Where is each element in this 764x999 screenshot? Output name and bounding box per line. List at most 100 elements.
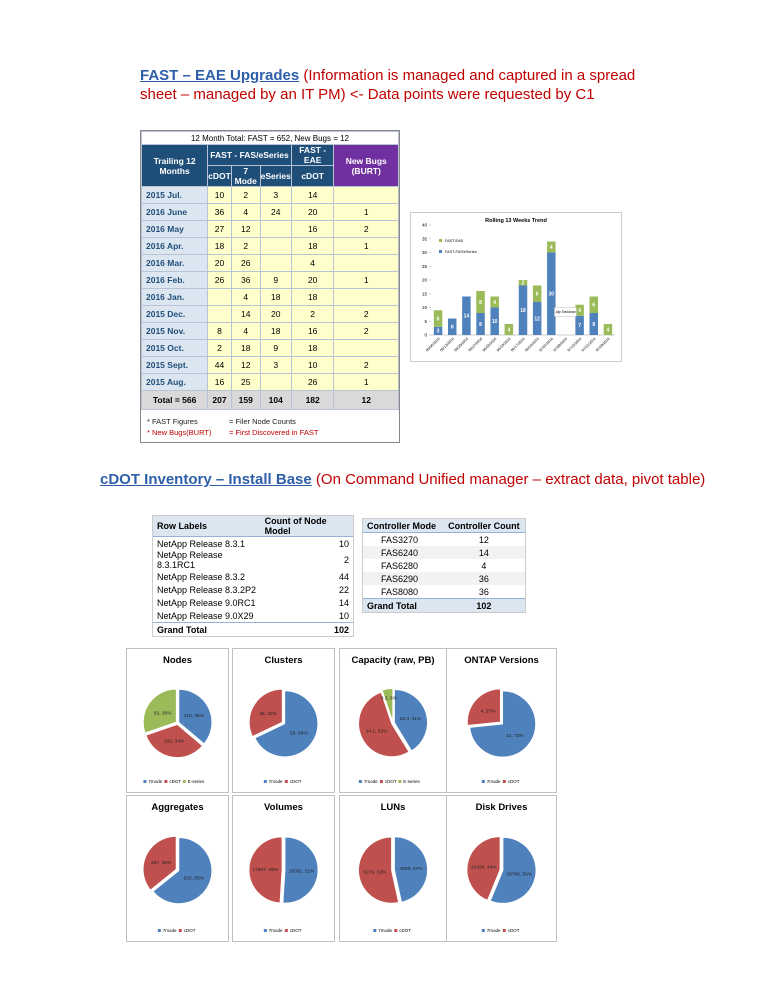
empty-cell [333,288,399,306]
data-cell: 1 [333,203,399,221]
section-heading: FAST – EAE Upgrades (Information is mana… [140,66,640,104]
pivot-row: NetApp Release 8.3.2 44 [153,570,353,583]
data-cell: 12 [230,220,261,238]
data-label: 11, 73% [506,733,524,739]
pie-slice [254,690,319,758]
row-label: 2016 Mar. [140,254,209,272]
legend-swatch [481,780,485,783]
legend-label: 7mode [269,779,283,784]
pivot-label: FAS8080 [381,586,419,597]
header-cell: cDOT [290,165,335,187]
data-cell: 12 [230,356,261,374]
bar-segment [433,310,443,327]
pivot-value: 36 [478,586,489,597]
legend-swatch [379,780,383,783]
bar-segment [518,280,528,286]
chart-title: ONTAP Versions [464,655,539,666]
total-cell: 182 [290,390,335,410]
data-cell: 4 [230,203,261,221]
pivot-label: FAS3270 [381,534,419,545]
legend-label: cDOT [290,928,302,933]
data-label: 3 [437,329,440,335]
legend-swatch [373,929,377,932]
pie-slice [394,836,428,903]
bar-segment [532,302,542,335]
pie-chart: Aggregates 533, 65% 297, 35% 7mode cDOT [142,802,213,933]
pie-slice [358,691,410,758]
x-tick-label: 07/29/2016 [595,337,611,353]
data-label: 6 [451,325,454,331]
data-cell: 2 [230,186,261,204]
data-cell: 16 [207,373,232,391]
x-tick-label: 05/13/2016 [439,337,455,353]
data-cell: 44 [207,356,232,374]
data-label: 4599, 47% [400,866,424,872]
legend-label: FAST-FAS/eSeries [445,250,477,254]
pivot-total: Grand Total 102 [153,622,353,636]
data-cell: 2 [333,322,399,340]
legend-swatch [284,780,288,783]
note-text: = First Discovered in FAST [229,428,319,437]
empty-cell [333,254,399,272]
data-cell: 20 [290,203,335,221]
pivot-header-cell: Row Labels [153,516,261,537]
legend-label: cDOT [385,779,397,784]
pivot-label: FAS6280 [381,560,419,571]
chart-title: Volumes [264,802,303,813]
pie-slice [469,690,537,758]
pie-chart: Clusters 55, 68% 26, 32% 7mode cDOT [248,655,319,784]
row-label: 2016 May [140,220,209,238]
data-label: 297, 35% [151,860,172,866]
data-cell: 4 [230,288,261,306]
data-row: 2015 Sept. 44 12 3 10 2 [140,356,399,374]
pie-box: ONTAP Versions 11, 73% 4, 27% 7mode cDOT [446,648,557,793]
heading-title: FAST – EAE Upgrades [140,67,300,84]
data-cell: 10 [290,356,335,374]
data-row: 2015 Dec. 14 20 2 2 [140,305,399,323]
bar-segment [476,313,485,335]
x-tick-label: 07/01/2016 [538,337,554,353]
pivot-value: 14 [338,597,349,608]
bar-segment [575,304,584,316]
x-tick-label: 05/27/2016 [468,337,484,353]
data-label: 2 [522,281,525,287]
pivot-row: FAS6290 36 [363,572,525,585]
legend-swatch [178,929,182,932]
data-cell: 24 [259,203,292,221]
data-label: 3.3, 6% [381,695,398,701]
pivot-row: NetApp Release 9.0X29 10 [153,609,353,623]
pivot-total-cell: Grand Total [153,622,261,636]
header-cell: 7 Mode [230,165,261,187]
pie-chart: Nodes 110, 36% 102, 34% 92, 30% 7mode cDOT E-s… [142,655,213,784]
header-cell: Trailing 12 Months [140,144,209,187]
pivot-row: FAS3270 12 [363,533,525,547]
data-cell: 20 [259,305,292,323]
empty-cell [207,288,232,306]
pivot-label: NetApp Release 8.3.2P2 [157,584,257,595]
pivot-row: FAS6280 4 [363,559,525,572]
y-tick-label: 5 [424,319,427,324]
data-row: 2016 Mar. 20 26 4 [140,254,399,272]
legend-label: cDOT [184,928,196,933]
legend-swatch [481,929,485,932]
legend-swatch [502,780,506,783]
data-cell: 1 [333,237,399,255]
pie-slice [467,688,501,726]
pivot-header: Row Labels Count of Node Model [153,516,353,537]
pie-slice [282,836,319,904]
data-cell: 16 [290,322,335,340]
table-notes: * FAST Figures = Filer Node Counts * New B… [141,410,399,442]
y-tick-label: 35 [422,236,428,241]
row-label: 2016 June [140,203,209,221]
bar-segment [547,252,556,335]
empty-cell [259,373,292,391]
header-cell: eSeries [259,165,292,187]
legend-label: 7mode [163,928,177,933]
data-cell: 2 [333,305,399,323]
data-cell: 18 [207,237,232,255]
data-label: 4 [607,327,610,333]
x-tick-label: 06/17/2016 [510,337,526,353]
pie-slice [152,837,213,905]
data-label: 8 [479,300,482,306]
data-label: 8 [479,322,482,328]
